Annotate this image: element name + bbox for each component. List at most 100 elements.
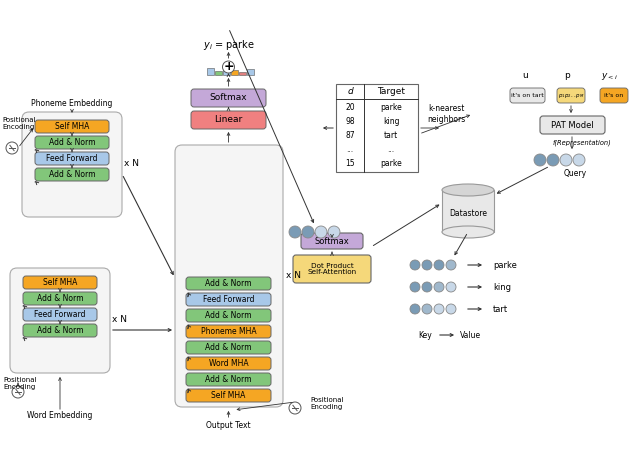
Circle shape bbox=[573, 154, 585, 166]
FancyBboxPatch shape bbox=[23, 292, 97, 305]
Bar bbox=[246, 68, 253, 75]
Text: p: p bbox=[564, 72, 570, 81]
Text: Self MHA: Self MHA bbox=[211, 391, 246, 400]
Circle shape bbox=[434, 304, 444, 314]
Circle shape bbox=[6, 142, 18, 154]
Circle shape bbox=[534, 154, 546, 166]
Circle shape bbox=[422, 282, 432, 292]
Bar bbox=[336, 84, 418, 172]
Text: Add & Norm: Add & Norm bbox=[49, 170, 95, 179]
Text: Add & Norm: Add & Norm bbox=[36, 326, 83, 335]
Text: x N: x N bbox=[113, 315, 127, 324]
Circle shape bbox=[434, 282, 444, 292]
Text: it's on tart: it's on tart bbox=[511, 93, 544, 98]
FancyBboxPatch shape bbox=[35, 152, 109, 165]
Text: king: king bbox=[383, 117, 399, 126]
Text: it's on: it's on bbox=[604, 93, 623, 98]
Text: Add & Norm: Add & Norm bbox=[49, 138, 95, 147]
Text: 15: 15 bbox=[345, 159, 355, 168]
FancyBboxPatch shape bbox=[557, 88, 585, 103]
Circle shape bbox=[422, 304, 432, 314]
FancyBboxPatch shape bbox=[186, 309, 271, 322]
Text: Self MHA: Self MHA bbox=[55, 122, 89, 131]
Text: Self MHA: Self MHA bbox=[43, 278, 77, 287]
FancyBboxPatch shape bbox=[191, 111, 266, 129]
Text: PAT Model: PAT Model bbox=[551, 121, 594, 130]
Text: Value: Value bbox=[460, 330, 481, 339]
Text: $y_i$ = parke: $y_i$ = parke bbox=[202, 38, 255, 52]
Text: x N: x N bbox=[285, 271, 301, 280]
Text: Feed Forward: Feed Forward bbox=[46, 154, 98, 163]
Circle shape bbox=[12, 386, 24, 398]
Text: Add & Norm: Add & Norm bbox=[205, 279, 252, 288]
Text: Phoneme Embedding: Phoneme Embedding bbox=[31, 99, 113, 108]
FancyBboxPatch shape bbox=[186, 277, 271, 290]
Circle shape bbox=[289, 402, 301, 414]
Circle shape bbox=[560, 154, 572, 166]
FancyBboxPatch shape bbox=[301, 233, 363, 249]
Text: Softmax: Softmax bbox=[210, 94, 247, 103]
Text: Feed Forward: Feed Forward bbox=[203, 295, 254, 304]
Text: 20: 20 bbox=[345, 103, 355, 112]
Bar bbox=[223, 65, 230, 75]
Text: $y_{<i}$: $y_{<i}$ bbox=[602, 71, 618, 81]
Circle shape bbox=[422, 260, 432, 270]
Text: d: d bbox=[347, 86, 353, 95]
FancyBboxPatch shape bbox=[186, 293, 271, 306]
Text: ...: ... bbox=[346, 145, 353, 154]
Text: parke: parke bbox=[380, 159, 402, 168]
Text: x N: x N bbox=[125, 159, 140, 168]
Text: tart: tart bbox=[384, 131, 398, 140]
FancyBboxPatch shape bbox=[10, 268, 110, 373]
Bar bbox=[239, 72, 246, 75]
FancyBboxPatch shape bbox=[22, 112, 122, 217]
Text: tart: tart bbox=[493, 305, 508, 314]
Text: Linear: Linear bbox=[214, 116, 243, 125]
Circle shape bbox=[315, 226, 327, 238]
FancyBboxPatch shape bbox=[23, 324, 97, 337]
Text: 98: 98 bbox=[345, 117, 355, 126]
Circle shape bbox=[223, 61, 234, 73]
Circle shape bbox=[446, 260, 456, 270]
Bar bbox=[214, 71, 221, 75]
Text: Positional
Encoding: Positional Encoding bbox=[3, 377, 36, 390]
Text: Key: Key bbox=[418, 330, 432, 339]
Circle shape bbox=[302, 226, 314, 238]
Text: +: + bbox=[223, 60, 234, 73]
FancyBboxPatch shape bbox=[23, 276, 97, 289]
Text: king: king bbox=[493, 283, 511, 292]
Circle shape bbox=[434, 260, 444, 270]
FancyBboxPatch shape bbox=[35, 120, 109, 133]
FancyBboxPatch shape bbox=[186, 389, 271, 402]
Text: Add & Norm: Add & Norm bbox=[36, 294, 83, 303]
Text: Query: Query bbox=[563, 170, 587, 179]
FancyBboxPatch shape bbox=[510, 88, 545, 103]
Text: Add & Norm: Add & Norm bbox=[205, 311, 252, 320]
Text: Target: Target bbox=[377, 86, 405, 95]
Ellipse shape bbox=[442, 184, 494, 196]
FancyBboxPatch shape bbox=[35, 168, 109, 181]
FancyBboxPatch shape bbox=[191, 89, 266, 107]
FancyBboxPatch shape bbox=[186, 341, 271, 354]
Text: Add & Norm: Add & Norm bbox=[205, 375, 252, 384]
Circle shape bbox=[446, 282, 456, 292]
Circle shape bbox=[328, 226, 340, 238]
FancyBboxPatch shape bbox=[175, 145, 283, 407]
Circle shape bbox=[410, 282, 420, 292]
Circle shape bbox=[547, 154, 559, 166]
Circle shape bbox=[446, 304, 456, 314]
Text: u: u bbox=[522, 72, 528, 81]
Text: Feed Forward: Feed Forward bbox=[35, 310, 86, 319]
Text: parke: parke bbox=[380, 103, 402, 112]
Text: k-nearest
neighbors: k-nearest neighbors bbox=[427, 104, 465, 124]
FancyBboxPatch shape bbox=[186, 373, 271, 386]
Text: Positional
Encoding: Positional Encoding bbox=[2, 117, 35, 130]
Text: Output Text: Output Text bbox=[206, 420, 251, 429]
Text: Softmax: Softmax bbox=[315, 237, 349, 246]
Text: parke: parke bbox=[493, 261, 517, 270]
FancyBboxPatch shape bbox=[23, 308, 97, 321]
Text: Phoneme MHA: Phoneme MHA bbox=[201, 327, 256, 336]
FancyBboxPatch shape bbox=[293, 255, 371, 283]
FancyBboxPatch shape bbox=[540, 116, 605, 134]
FancyBboxPatch shape bbox=[186, 325, 271, 338]
